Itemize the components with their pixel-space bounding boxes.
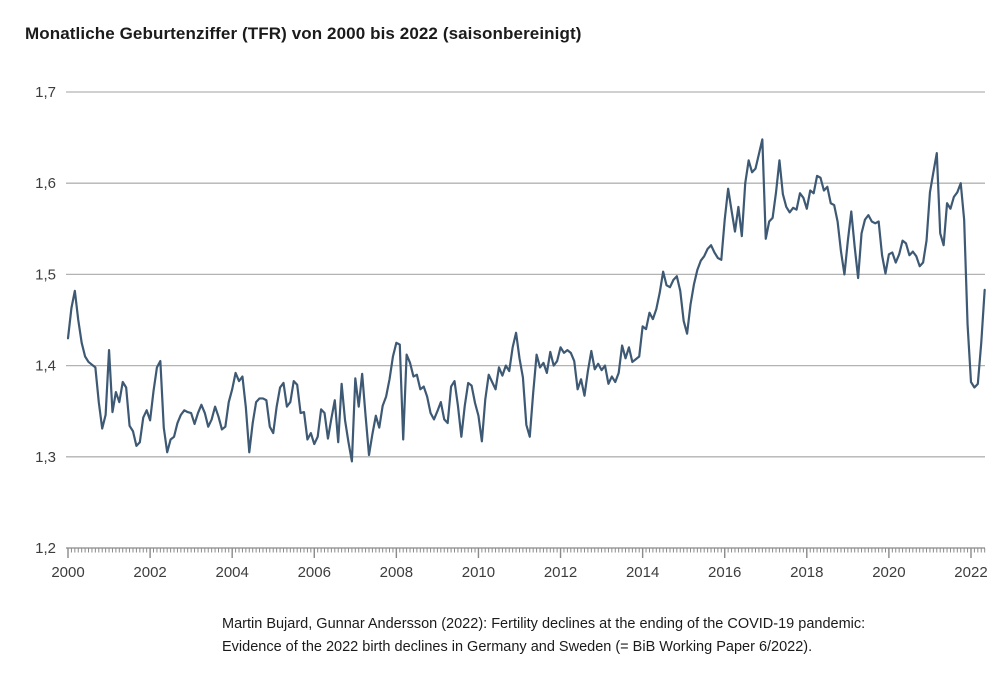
y-axis-tick-label: 1,3: [35, 449, 56, 466]
y-axis-tick-label: 1,2: [35, 540, 56, 557]
source-line-1: Martin Bujard, Gunnar Andersson (2022): …: [222, 616, 866, 632]
y-axis-tick-label: 1,7: [35, 84, 56, 101]
source-line-2: Evidence of the 2022 birth declines in G…: [222, 638, 813, 655]
x-axis-tick-label: 2004: [215, 564, 248, 581]
x-axis-tick-label: 2000: [51, 564, 84, 581]
x-axis-tick-label: 2018: [790, 564, 823, 581]
tfr-data-line: [66, 138, 986, 463]
x-axis-tick-label: 2016: [708, 564, 741, 581]
x-axis-tick-label: 2002: [133, 564, 166, 581]
x-axis-tick-label: 2006: [298, 564, 331, 581]
x-axis-tick-label: 2012: [544, 564, 577, 581]
x-axis-tick-label: 2022: [954, 564, 987, 581]
x-axis-tick-label: 2010: [462, 564, 495, 581]
line-chart: 1,7 1,6 1,5 1,4 1,3 1,2 2000 2002 2004 2006 2008 20…: [35, 84, 988, 581]
x-axis-tick-label: 2014: [626, 564, 659, 581]
x-axis-tick-label: 2020: [872, 564, 905, 581]
source-citation: Martin Bujard, Gunnar Andersson (2022): …: [222, 613, 865, 658]
chart-title: Monatliche Geburtenziffer (TFR) von 2000…: [25, 24, 582, 43]
y-axis-tick-label: 1,4: [35, 358, 56, 375]
x-axis-tick-label: 2008: [380, 564, 413, 581]
y-axis-tick-label: 1,5: [35, 266, 56, 283]
y-axis-tick-label: 1,6: [35, 175, 56, 192]
